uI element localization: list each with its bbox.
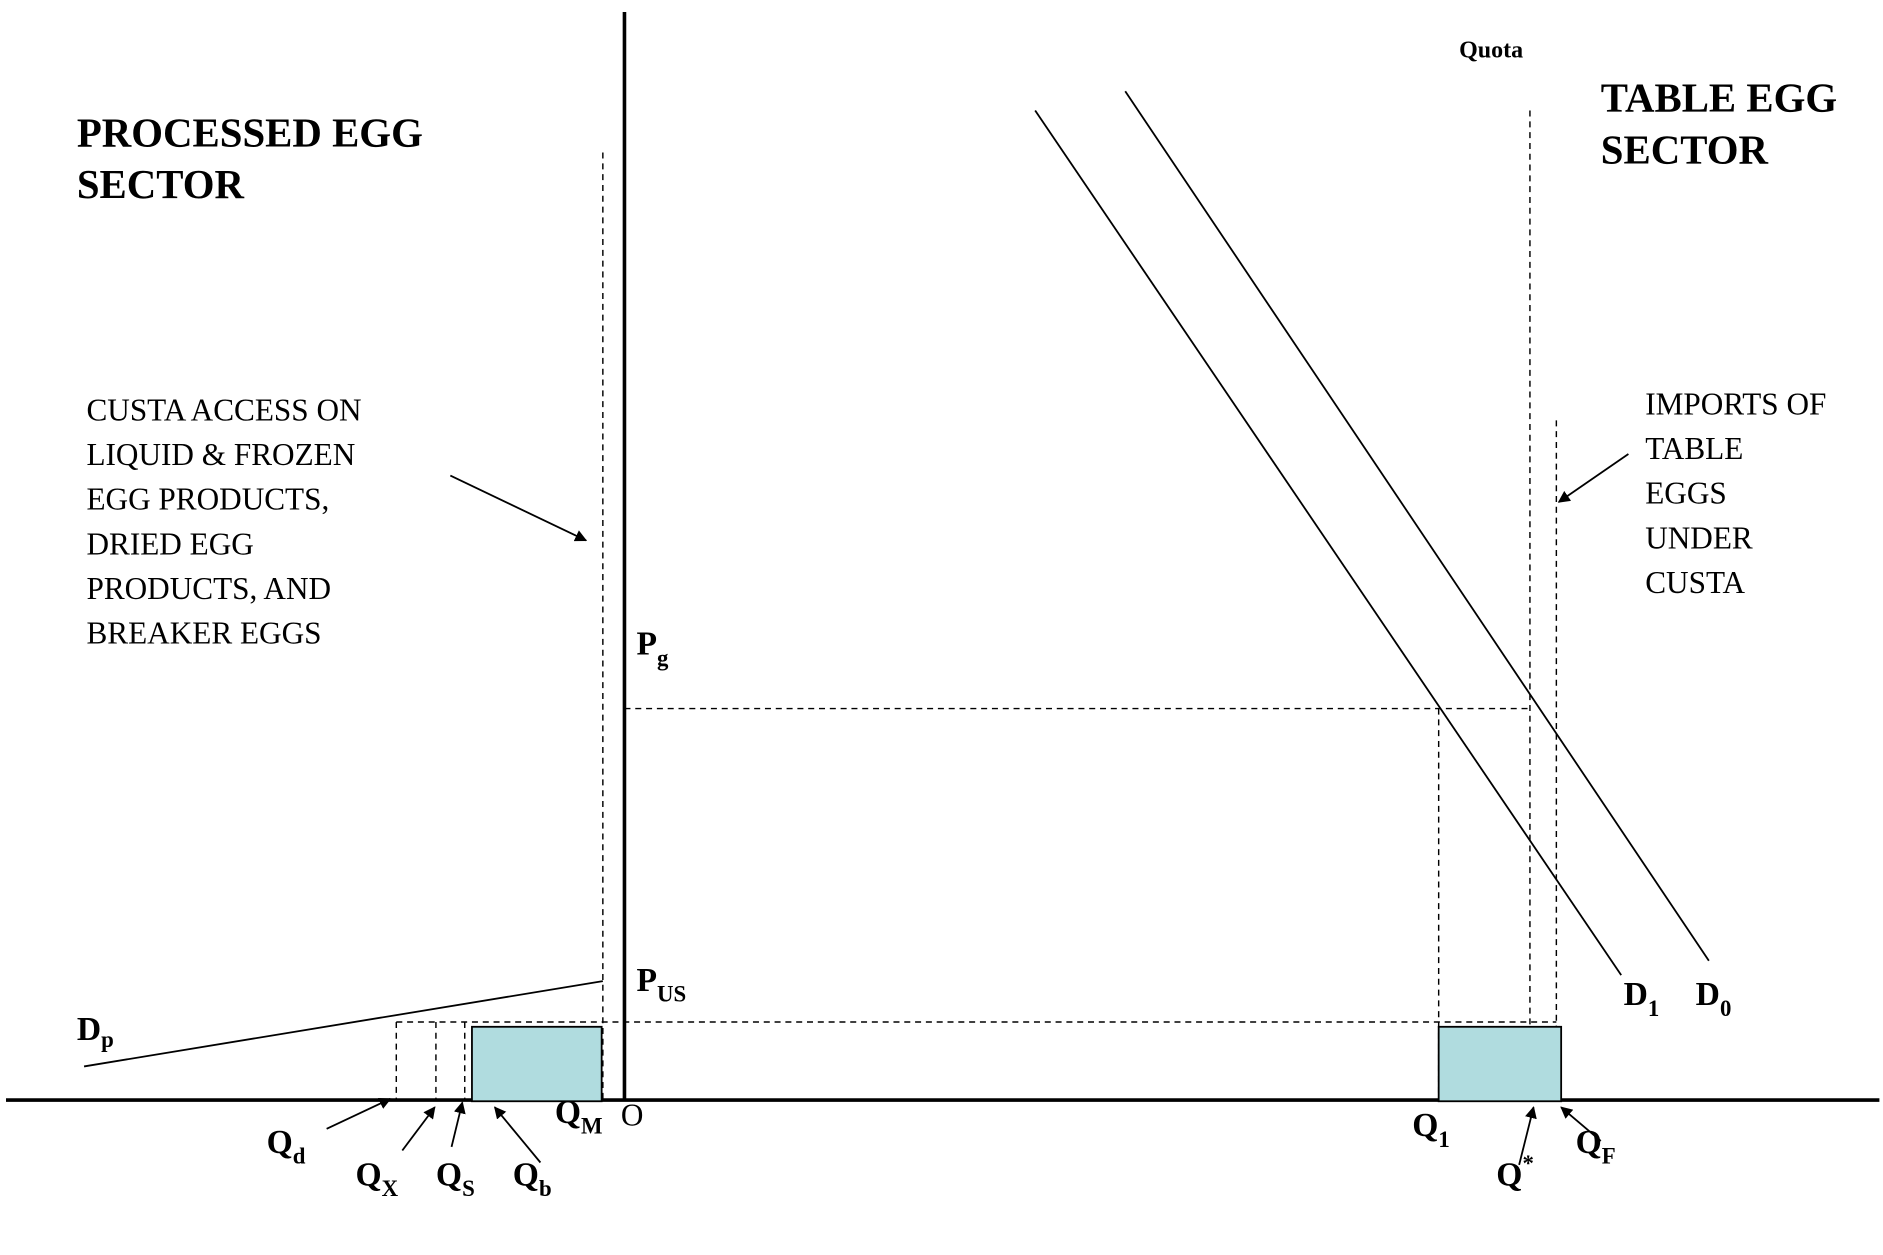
import-box (1437, 1025, 1563, 1103)
arrow (1560, 1106, 1602, 1142)
arrow (1557, 453, 1629, 503)
symbol-label: D0 (1696, 976, 1732, 1021)
symbol-label: Qb (513, 1156, 552, 1201)
subscript: M (581, 1114, 603, 1139)
subscript: X (382, 1176, 399, 1201)
arrow (401, 1106, 436, 1152)
annotation-line: IMPORTS OF (1645, 386, 1826, 421)
guides (395, 110, 1558, 1101)
sector-title: TABLE EGG (1601, 76, 1837, 121)
symbol-label: Dp (77, 1011, 114, 1052)
subscript: F (1602, 1144, 1616, 1169)
arrow (326, 1098, 392, 1130)
subscript: g (657, 645, 669, 670)
curves (83, 90, 1710, 1068)
symbol-label: QF (1576, 1124, 1616, 1169)
subscript: 1 (1438, 1127, 1449, 1152)
subscript: 0 (1720, 996, 1731, 1021)
annotation-line: PRODUCTS, AND (86, 571, 331, 606)
symbol: P (636, 962, 657, 999)
symbol-label: D1 (1624, 976, 1660, 1021)
symbol-label: QX (355, 1156, 398, 1201)
subscript: d (293, 1144, 306, 1169)
sector-title: SECTOR (1601, 127, 1769, 172)
texts: PROCESSED EGG SECTOR TABLE EGG SECTOR Qu… (77, 38, 1837, 1201)
subscript: p (101, 1027, 114, 1052)
symbol: D (1624, 976, 1648, 1013)
symbol: Q (436, 1156, 462, 1193)
annotation-line: CUSTA (1645, 565, 1745, 600)
import-box (471, 1025, 603, 1103)
demand-curve (1124, 90, 1710, 962)
symbol: Q (513, 1156, 539, 1193)
quota-label: Quota (1459, 38, 1523, 64)
axes (6, 12, 1880, 1102)
symbol-label: Q1 (1412, 1107, 1450, 1152)
symbol: Q (355, 1156, 381, 1193)
subscript: S (462, 1176, 475, 1201)
symbol-label: QS (436, 1156, 475, 1201)
symbol-label: Qd (267, 1124, 306, 1169)
symbol: Q (555, 1094, 581, 1131)
symbol: P (636, 626, 657, 663)
symbol: Q (1576, 1124, 1602, 1161)
symbol: Q (267, 1124, 293, 1161)
symbol-label: Pg (636, 626, 669, 671)
symbol: Q (1496, 1156, 1522, 1193)
annotation-line: EGGS (1645, 476, 1727, 511)
annotation-line: TABLE (1645, 431, 1743, 466)
annotation-line: BREAKER EGGS (86, 616, 321, 651)
sector-title: SECTOR (77, 162, 245, 207)
symbol: Q (1412, 1107, 1438, 1144)
subscript: b (539, 1176, 552, 1201)
symbol-label: QM (555, 1094, 603, 1139)
symbol: D (1696, 976, 1720, 1013)
symbol-label: PUS (636, 962, 686, 1007)
subscript: 1 (1648, 996, 1659, 1021)
origin-label: O (621, 1097, 644, 1132)
sector-title: PROCESSED EGG (77, 111, 423, 156)
annotation-line: CUSTA ACCESS ON (86, 392, 361, 427)
subscript: US (657, 982, 686, 1007)
arrow (449, 474, 588, 542)
annotation-line: LIQUID & FROZEN (86, 437, 355, 472)
annotation-line: EGG PRODUCTS, (86, 482, 329, 517)
arrows (326, 453, 1629, 1166)
arrow (494, 1106, 542, 1164)
symbol: D (77, 1011, 101, 1048)
symbol-label: Q* (1496, 1151, 1534, 1193)
superscript: * (1522, 1151, 1533, 1176)
arrow (450, 1101, 466, 1148)
annotation-line: UNDER (1645, 520, 1753, 555)
demand-curve (1034, 110, 1622, 976)
annotation-line: DRIED EGG (86, 526, 253, 561)
demand-curve (83, 980, 603, 1068)
arrow (1518, 1106, 1537, 1166)
